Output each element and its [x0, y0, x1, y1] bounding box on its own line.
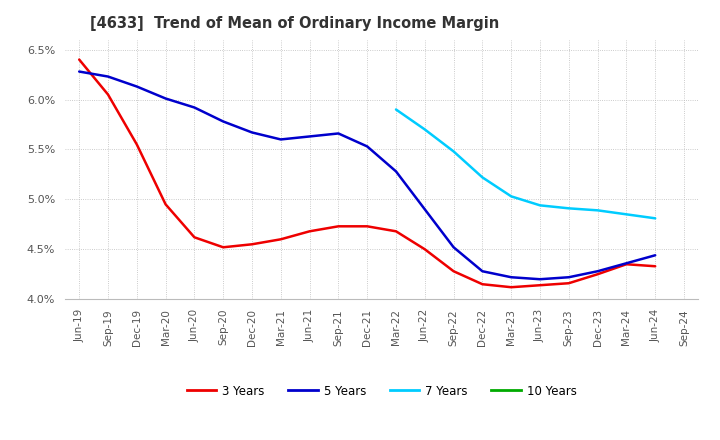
- 5 Years: [219, 119, 228, 124]
- 5 Years: [132, 84, 141, 89]
- 3 Years: [478, 282, 487, 287]
- 7 Years: [392, 107, 400, 112]
- 5 Years: [161, 96, 170, 101]
- 5 Years: [449, 245, 458, 250]
- 3 Years: [334, 224, 343, 229]
- 3 Years: [161, 202, 170, 207]
- Legend: 3 Years, 5 Years, 7 Years, 10 Years: 3 Years, 5 Years, 7 Years, 10 Years: [182, 380, 581, 402]
- 3 Years: [507, 285, 516, 290]
- 5 Years: [392, 169, 400, 174]
- Line: 5 Years: 5 Years: [79, 72, 655, 279]
- 5 Years: [564, 275, 573, 280]
- 7 Years: [622, 212, 631, 217]
- 7 Years: [564, 205, 573, 211]
- 3 Years: [363, 224, 372, 229]
- 3 Years: [564, 281, 573, 286]
- 3 Years: [276, 237, 285, 242]
- 5 Years: [104, 74, 112, 79]
- 5 Years: [593, 268, 602, 274]
- 3 Years: [651, 264, 660, 269]
- 3 Years: [305, 229, 314, 234]
- 3 Years: [132, 142, 141, 147]
- 5 Years: [478, 268, 487, 274]
- 5 Years: [622, 260, 631, 266]
- 3 Years: [248, 242, 256, 247]
- 3 Years: [593, 271, 602, 277]
- 5 Years: [305, 134, 314, 139]
- 5 Years: [190, 105, 199, 110]
- 5 Years: [536, 277, 544, 282]
- 3 Years: [104, 92, 112, 97]
- 3 Years: [536, 282, 544, 288]
- 5 Years: [363, 144, 372, 149]
- 3 Years: [75, 57, 84, 62]
- 5 Years: [75, 69, 84, 74]
- 5 Years: [420, 207, 429, 212]
- 5 Years: [276, 137, 285, 142]
- 7 Years: [449, 149, 458, 154]
- 7 Years: [478, 175, 487, 180]
- 5 Years: [507, 275, 516, 280]
- 3 Years: [190, 235, 199, 240]
- Line: 7 Years: 7 Years: [396, 110, 655, 218]
- 3 Years: [449, 268, 458, 274]
- 5 Years: [651, 253, 660, 258]
- 7 Years: [536, 203, 544, 208]
- 3 Years: [622, 262, 631, 267]
- 3 Years: [420, 247, 429, 252]
- 3 Years: [392, 229, 400, 234]
- 5 Years: [248, 130, 256, 135]
- 5 Years: [334, 131, 343, 136]
- Line: 3 Years: 3 Years: [79, 59, 655, 287]
- 7 Years: [651, 216, 660, 221]
- 3 Years: [219, 245, 228, 250]
- 7 Years: [507, 194, 516, 199]
- 7 Years: [420, 127, 429, 132]
- Text: [4633]  Trend of Mean of Ordinary Income Margin: [4633] Trend of Mean of Ordinary Income …: [90, 16, 500, 32]
- 7 Years: [593, 208, 602, 213]
